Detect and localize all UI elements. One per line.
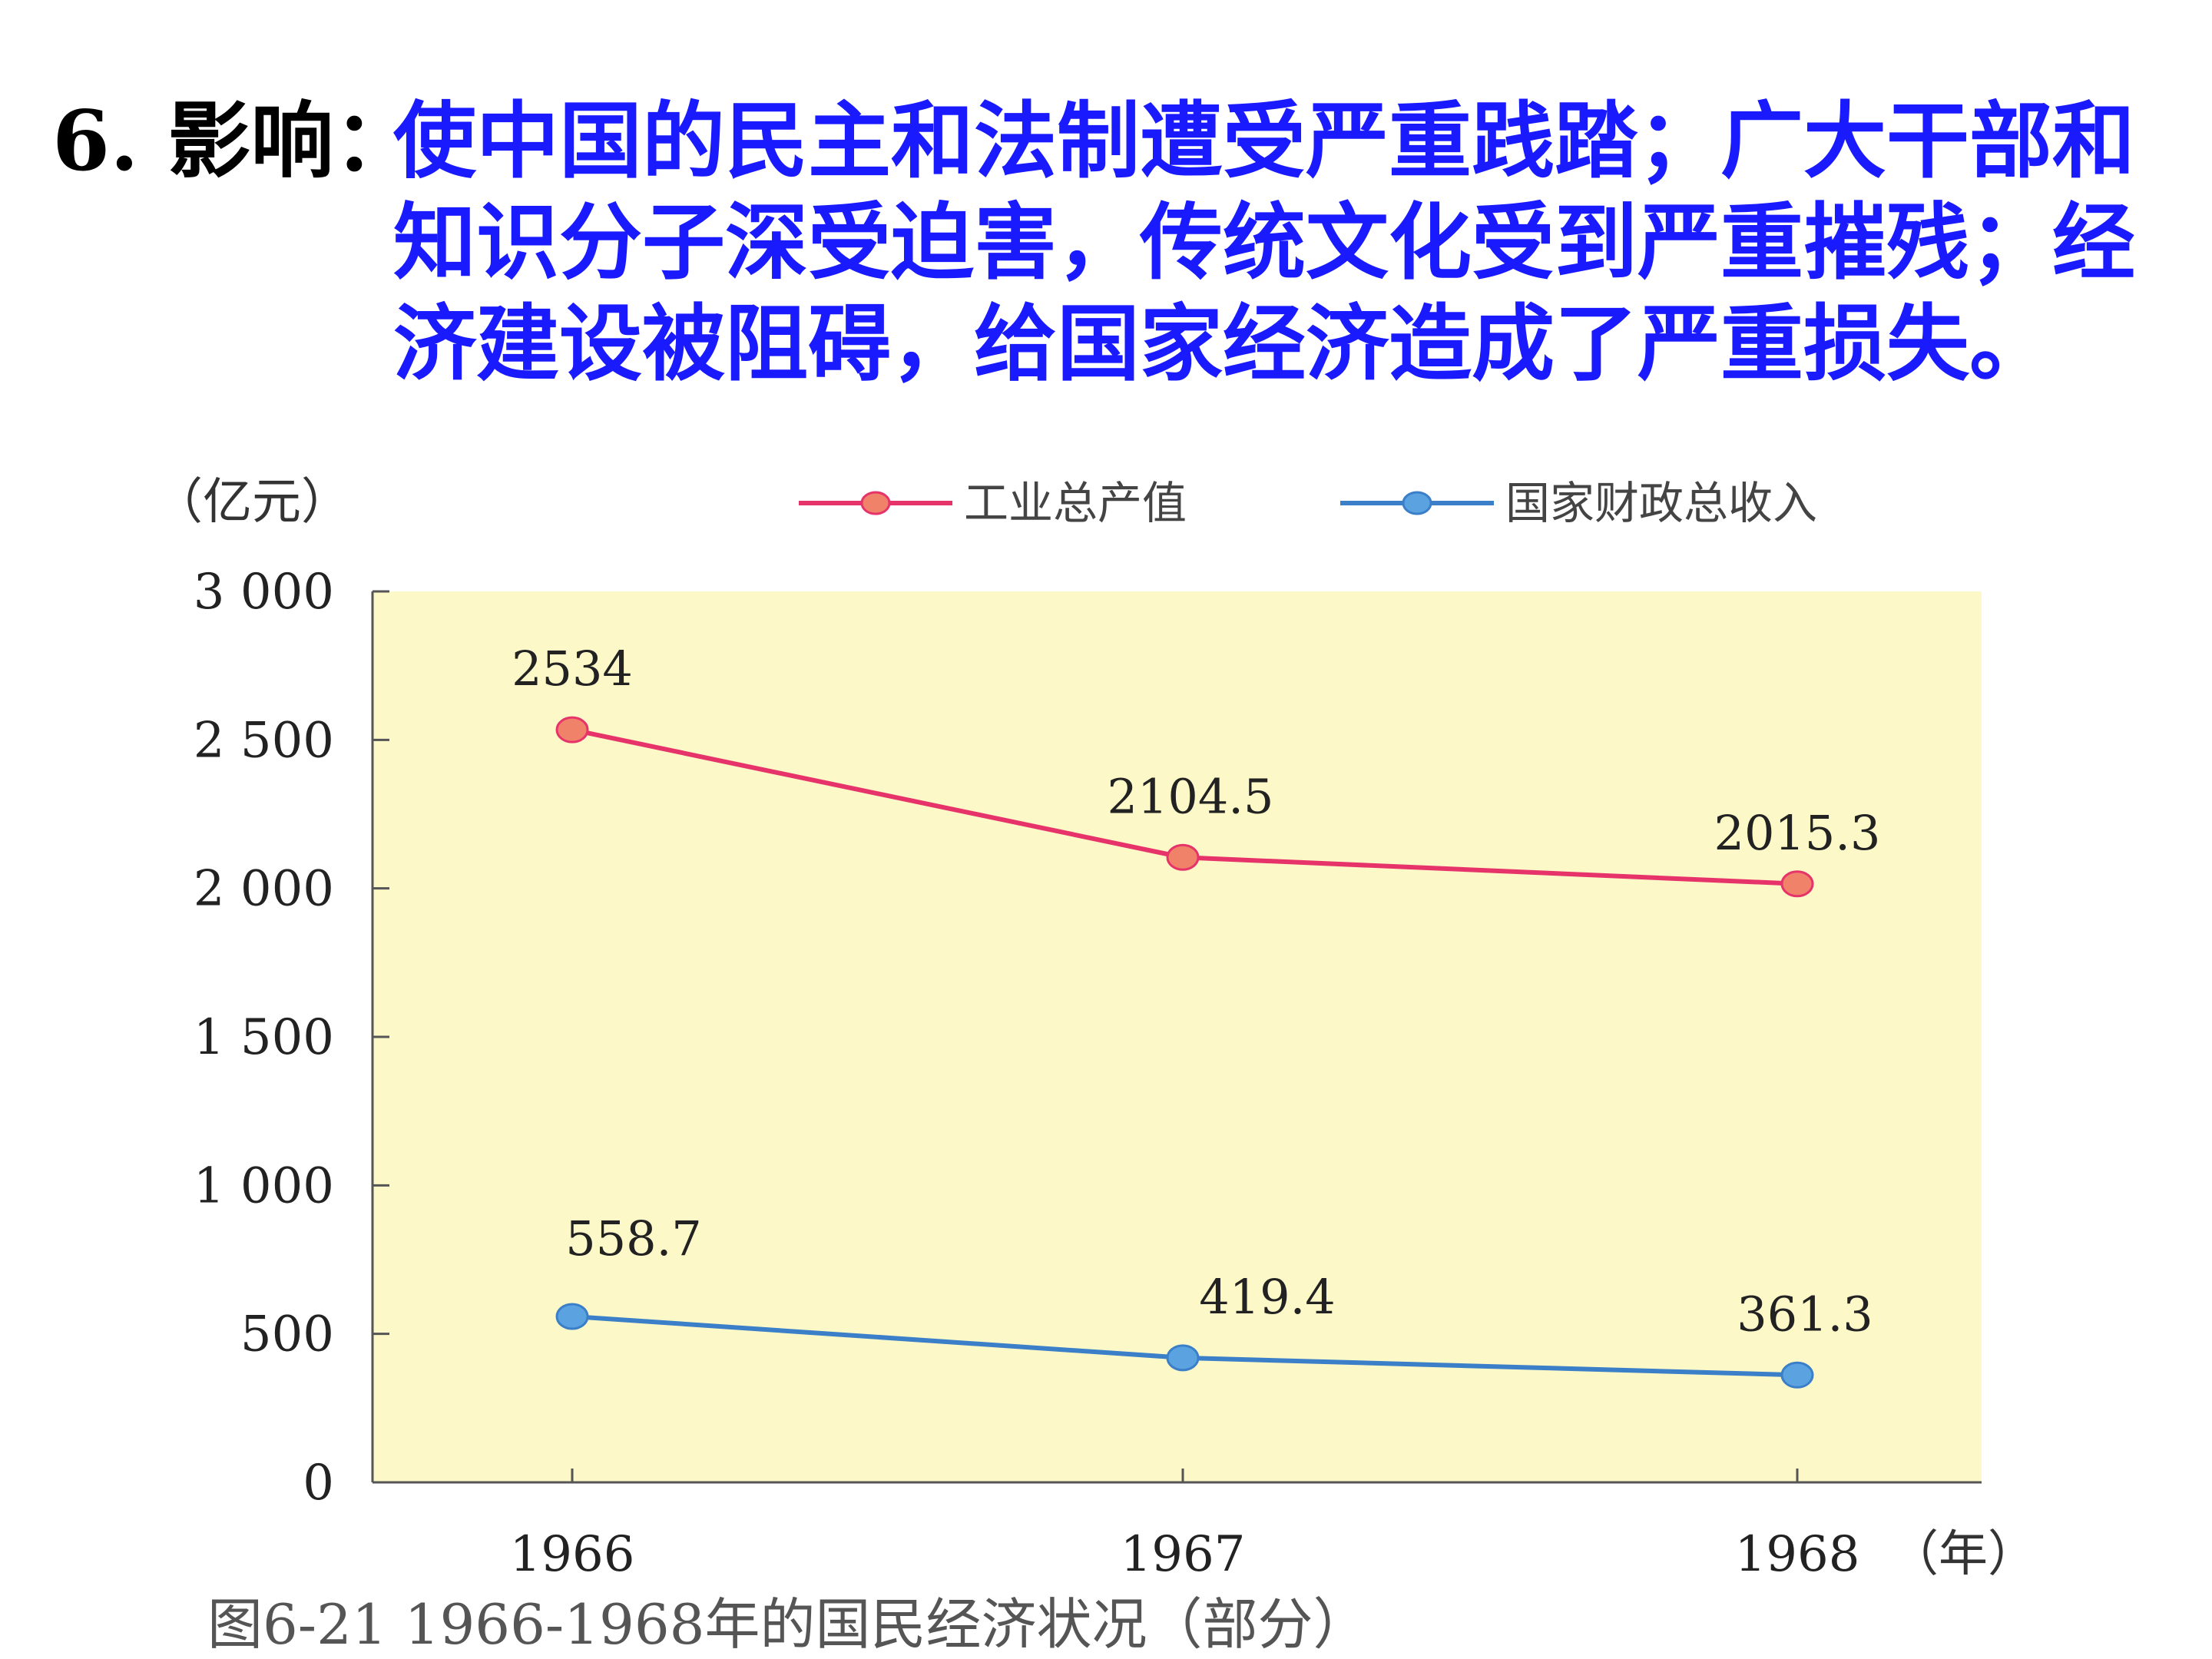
- y-tick-label: 2 500: [194, 712, 334, 769]
- legend-swatch-marker: [860, 491, 891, 515]
- data-label: 361.3: [1737, 1286, 1873, 1342]
- chart-caption: 图6-21 1966-1968年的国民经济状况（部分）: [207, 1592, 1368, 1657]
- heading-body: 使中国的民主和法制遭受严重践踏；广大干部和知识分子深受迫害，传统文化受到严重摧残…: [393, 93, 2136, 392]
- legend: 工业总产值 国家财政总收入: [799, 477, 1817, 529]
- plot-background: [373, 591, 1982, 1482]
- series-layer: 2534 2104.5 2015.3 558.7 419.4 361.3: [512, 641, 1881, 1389]
- data-point: [1780, 1361, 1814, 1389]
- data-point: [555, 716, 589, 743]
- data-label: 2534: [512, 641, 633, 697]
- x-tick-label: 1967: [1121, 1526, 1246, 1583]
- x-tick-label: 1966: [510, 1526, 635, 1583]
- legend-swatch-marker: [1402, 491, 1432, 515]
- y-tick-label: 1 000: [194, 1157, 334, 1214]
- x-tick-label: 1968: [1735, 1526, 1860, 1583]
- data-point: [1166, 1344, 1200, 1372]
- y-tick-label: 1 500: [194, 1009, 334, 1066]
- legend-label: 国家财政总收入: [1505, 477, 1817, 529]
- data-point: [555, 1303, 589, 1330]
- data-label: 558.7: [565, 1210, 702, 1267]
- y-tick-label: 2 000: [194, 861, 334, 918]
- data-label: 2104.5: [1108, 768, 1274, 824]
- x-axis-unit: （年）: [1889, 1526, 2037, 1583]
- data-label: 419.4: [1199, 1269, 1336, 1325]
- data-point: [1780, 870, 1814, 898]
- y-tick-label: 3 000: [194, 564, 334, 621]
- line-chart: 0 500 1 000 1 500 2 000 2 500 3 000 1966 1967 196…: [154, 474, 2037, 1657]
- y-axis-ticks: 0 500 1 000 1 500 2 000 2 500 3 000 1966 1967 196…: [194, 564, 1860, 1583]
- data-label: 2015.3: [1714, 805, 1881, 861]
- heading-label: 6. 影响：: [52, 93, 417, 190]
- data-point: [1166, 843, 1200, 871]
- slide-heading: 6. 影响： 使中国的民主和法制遭受严重践踏；广大干部和知识分子深受迫害，传统文…: [0, 0, 2212, 430]
- y-axis-unit: （亿元）: [154, 474, 350, 531]
- y-tick-label: 0: [303, 1455, 334, 1512]
- y-tick-label: 500: [240, 1306, 334, 1363]
- legend-label: 工业总产值: [964, 477, 1187, 529]
